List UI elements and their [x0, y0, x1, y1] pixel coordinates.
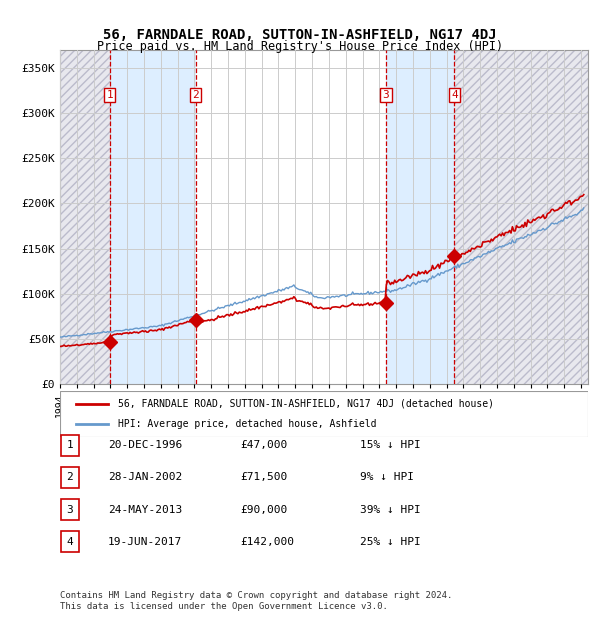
Text: £71,500: £71,500	[240, 472, 287, 482]
FancyBboxPatch shape	[61, 531, 79, 552]
Text: 56, FARNDALE ROAD, SUTTON-IN-ASHFIELD, NG17 4DJ (detached house): 56, FARNDALE ROAD, SUTTON-IN-ASHFIELD, N…	[118, 399, 494, 409]
Bar	[110, 50, 196, 384]
Text: 19-JUN-2017: 19-JUN-2017	[108, 537, 182, 547]
Text: Price paid vs. HM Land Registry's House Price Index (HPI): Price paid vs. HM Land Registry's House …	[97, 40, 503, 53]
Text: 2: 2	[67, 472, 73, 482]
Bar	[386, 50, 454, 384]
Text: 15% ↓ HPI: 15% ↓ HPI	[360, 440, 421, 450]
Text: 2: 2	[193, 90, 199, 100]
Text: £90,000: £90,000	[240, 505, 287, 515]
Text: 4: 4	[451, 90, 458, 100]
Bar	[60, 50, 110, 384]
Bar	[196, 50, 386, 384]
Text: 1: 1	[107, 90, 113, 100]
Text: £47,000: £47,000	[240, 440, 287, 450]
Text: 39% ↓ HPI: 39% ↓ HPI	[360, 505, 421, 515]
FancyBboxPatch shape	[60, 391, 588, 437]
Text: Contains HM Land Registry data © Crown copyright and database right 2024.
This d: Contains HM Land Registry data © Crown c…	[60, 591, 452, 611]
FancyBboxPatch shape	[61, 467, 79, 488]
Text: 3: 3	[67, 505, 73, 515]
Text: 25% ↓ HPI: 25% ↓ HPI	[360, 537, 421, 547]
Text: 9% ↓ HPI: 9% ↓ HPI	[360, 472, 414, 482]
Text: 20-DEC-1996: 20-DEC-1996	[108, 440, 182, 450]
Text: 1: 1	[67, 440, 73, 450]
FancyBboxPatch shape	[61, 499, 79, 520]
Text: 3: 3	[383, 90, 389, 100]
Text: 56, FARNDALE ROAD, SUTTON-IN-ASHFIELD, NG17 4DJ: 56, FARNDALE ROAD, SUTTON-IN-ASHFIELD, N…	[103, 28, 497, 42]
Text: 24-MAY-2013: 24-MAY-2013	[108, 505, 182, 515]
Text: 28-JAN-2002: 28-JAN-2002	[108, 472, 182, 482]
FancyBboxPatch shape	[61, 435, 79, 456]
Bar	[454, 50, 588, 384]
Text: 4: 4	[67, 537, 73, 547]
Text: HPI: Average price, detached house, Ashfield: HPI: Average price, detached house, Ashf…	[118, 419, 377, 429]
Text: £142,000: £142,000	[240, 537, 294, 547]
